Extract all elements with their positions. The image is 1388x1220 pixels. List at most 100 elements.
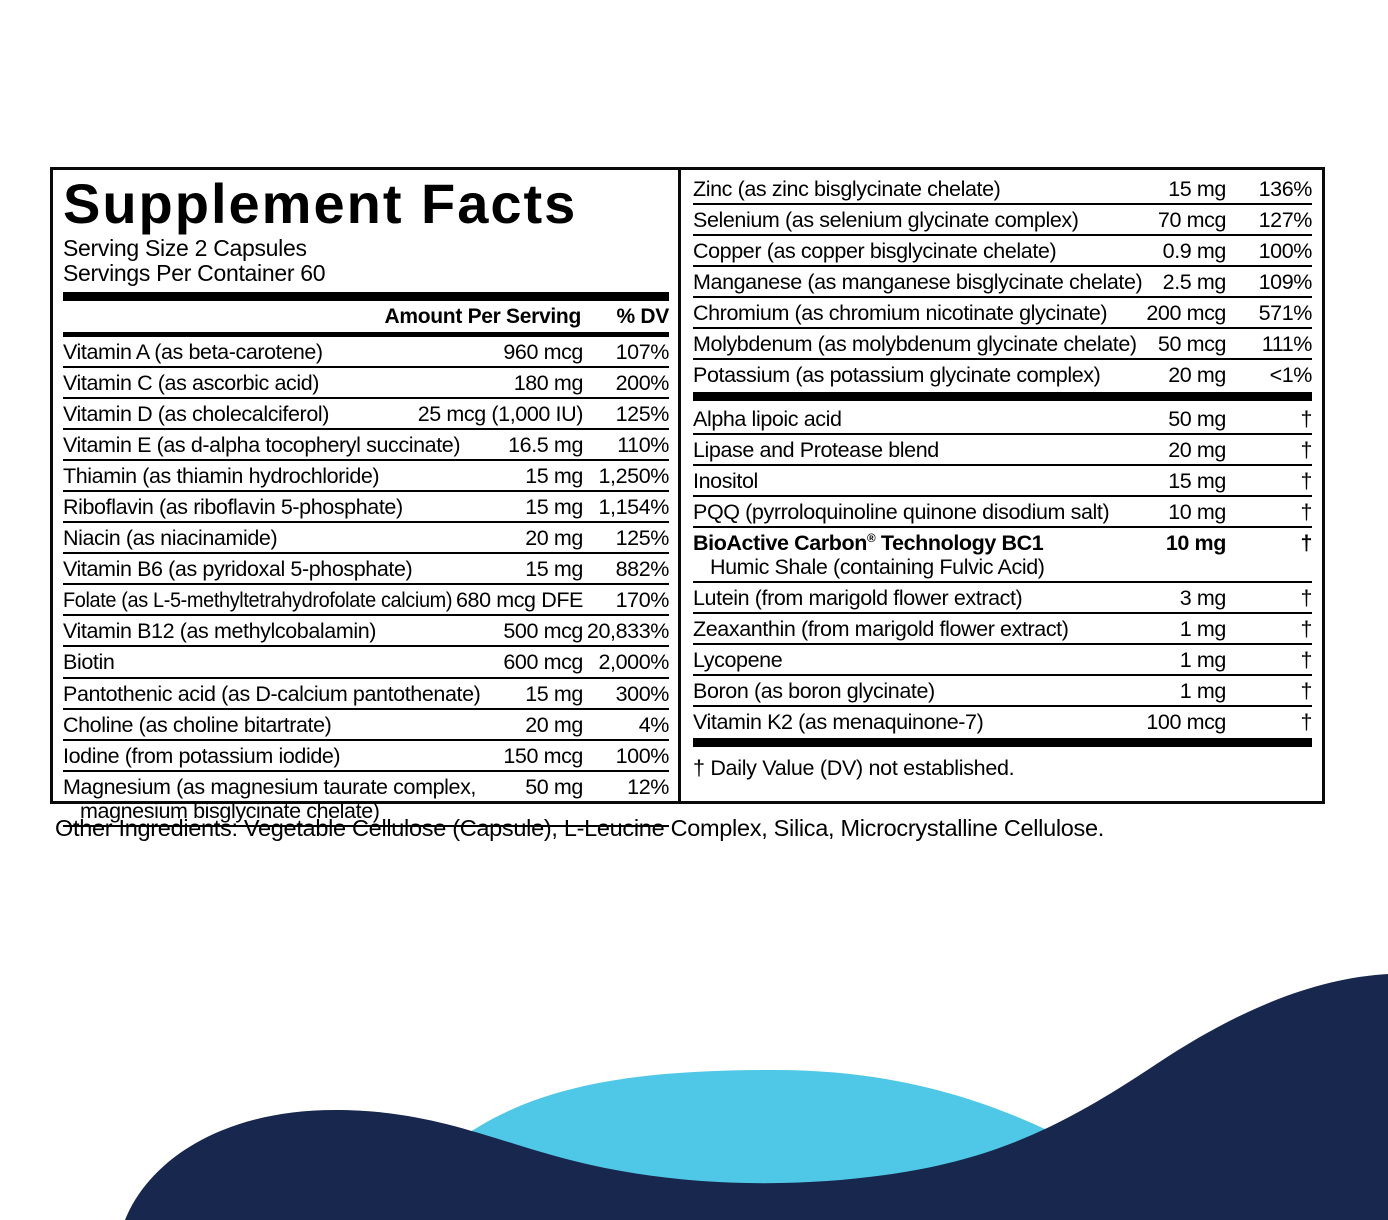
nutrient-name: Vitamin K2 (as menaquinone-7) (693, 710, 984, 735)
nutrient-dv: 4% (638, 712, 670, 737)
facts-column-right: Zinc (as zinc bisglycinate chelate) 15 mg… (681, 170, 1322, 801)
thick-divider (693, 391, 1312, 401)
nutrient-name: Riboflavin (as riboflavin 5-phosphate) (63, 495, 403, 520)
nutrient-amount: 1 mg (1179, 679, 1227, 704)
nutrient-amount: 10 mg (1168, 499, 1226, 524)
amount-column-header: Amount Per Serving (384, 304, 582, 328)
nutrient-name: Zinc (as zinc bisglycinate chelate) (693, 177, 1001, 201)
nutrient-name: PQQ (pyrroloquinoline quinone disodium s… (693, 499, 1110, 524)
nutrient-name-secondary: Humic Shale (containing Fulvic Acid) (710, 554, 1045, 579)
nutrient-dv: 20,833% (586, 619, 669, 644)
nutrient-dv: † (1300, 530, 1312, 555)
nutrient-name: Vitamin B6 (as pyridoxal 5-phosphate) (63, 557, 413, 582)
nutrient-amount: 20 mg (1168, 437, 1226, 462)
nutrient-name: Vitamin E (as d-alpha tocopheryl succina… (63, 432, 461, 457)
nutrient-name: Magnesium (as magnesium taurate complex,… (63, 775, 525, 823)
table-header-row: Amount Per Serving % DV (63, 301, 670, 332)
nutrient-dv: 200% (615, 370, 670, 395)
nutrient-dv: 12% (627, 774, 669, 799)
table-row: Niacin (as niacinamide) 20 mg 125% (63, 523, 669, 555)
nutrient-dv: † (1300, 648, 1312, 673)
nutrient-amount: 70 mcg (1157, 208, 1227, 233)
table-row: BioActive Carbon® Technology BC1 Humic Sh… (693, 528, 1312, 584)
nutrient-dv: † (1300, 710, 1312, 735)
nutrient-amount: 15 mg (1168, 177, 1226, 201)
nutrient-table-left: Vitamin A (as beta-carotene) 960 mcg 107% V… (63, 337, 669, 827)
nutrient-name: Copper (as copper bisglycinate chelate) (693, 239, 1057, 264)
nutrient-dv: 136% (1258, 177, 1313, 201)
nutrient-table-right: Zinc (as zinc bisglycinate chelate) 15 mg… (693, 174, 1312, 750)
nutrient-amount: 20 mg (1168, 363, 1226, 388)
nutrient-amount: 1 mg (1179, 648, 1227, 673)
nutrient-dv: 882% (615, 557, 670, 582)
nutrient-amount: 2.5 mg (1162, 270, 1227, 295)
nutrient-dv: 125% (615, 401, 670, 426)
nutrient-name: Manganese (as manganese bisglycinate che… (693, 270, 1143, 295)
table-row: Zeaxanthin (from marigold flower extract… (693, 614, 1312, 646)
nutrient-name: Zeaxanthin (from marigold flower extract… (693, 617, 1069, 642)
nutrient-dv: 110% (617, 432, 669, 457)
table-row: Riboflavin (as riboflavin 5-phosphate) 15… (63, 492, 669, 524)
nutrient-name: Choline (as choline bitartrate) (63, 712, 332, 737)
supplement-facts-panel: Supplement Facts Serving Size 2 Capsules… (50, 167, 1325, 827)
table-row: Molybdenum (as molybdenum glycinate chel… (693, 329, 1313, 361)
nutrient-dv: † (1300, 679, 1312, 704)
nutrient-name: Pantothenic acid (as D-calcium pantothen… (63, 681, 481, 706)
nutrient-dv: <1% (1269, 363, 1313, 388)
table-row: Vitamin D (as cholecalciferol) 25 mcg (1,… (63, 399, 669, 430)
nutrient-name: Lipase and Protease blend (693, 437, 939, 462)
panel-title: Supplement Facts (63, 172, 578, 235)
nutrient-name: Vitamin C (as ascorbic acid) (63, 370, 320, 395)
nutrient-name: Inositol (693, 468, 758, 493)
nutrient-name: Chromium (as chromium nicotinate glycina… (693, 301, 1108, 326)
nutrient-amount: 20 mg (525, 712, 583, 737)
nutrient-dv: 170% (615, 588, 670, 613)
table-row: Vitamin C (as ascorbic acid) 180 mg 200% (63, 368, 669, 399)
nutrient-name: Iodine (from potassium iodide) (63, 743, 341, 768)
table-row: Zinc (as zinc bisglycinate chelate) 15 mg… (693, 174, 1313, 206)
nutrient-name: Boron (as boron glycinate) (693, 679, 935, 704)
nutrient-amount: 960 mcg (503, 339, 583, 364)
nutrient-amount: 200 mcg (1146, 301, 1226, 326)
nutrient-amount: 15 mg (1168, 468, 1226, 493)
nutrient-name: Potassium (as potassium glycinate comple… (693, 363, 1101, 388)
nutrient-dv: 127% (1258, 208, 1313, 233)
nutrient-amount: 0.9 mg (1162, 239, 1227, 264)
facts-column-left: Supplement Facts Serving Size 2 Capsules… (53, 170, 681, 827)
nutrient-dv: † (1300, 586, 1312, 611)
nutrient-amount: 16.5 mg (508, 432, 583, 457)
nutrient-name: BioActive Carbon® Technology BC1 Humic Sh… (693, 531, 1166, 579)
thick-divider (63, 291, 669, 301)
nutrient-amount: 50 mg (1168, 406, 1226, 431)
wave-navy-shape (125, 974, 1388, 1220)
nutrient-dv: 111% (1261, 332, 1313, 357)
nutrient-name: Molybdenum (as molybdenum glycinate chel… (693, 332, 1137, 357)
nutrient-amount: 50 mcg (1157, 332, 1227, 357)
nutrient-dv: 571% (1258, 301, 1313, 326)
table-row: Magnesium (as magnesium taurate complex,… (63, 772, 669, 827)
nutrient-dv: 109% (1258, 270, 1313, 295)
servings-per-container: Servings Per Container 60 (63, 259, 326, 286)
nutrient-amount: 180 mg (513, 370, 584, 395)
nutrient-dv: 2,000% (598, 650, 669, 675)
serving-size: Serving Size 2 Capsules (63, 235, 307, 261)
dv-column-header: % DV (616, 304, 670, 328)
nutrient-amount: 15 mg (525, 557, 583, 582)
table-row: Inositol 15 mg † (693, 466, 1312, 497)
table-row: Alpha lipoic acid 50 mg † (693, 404, 1312, 435)
nutrient-amount: 15 mg (525, 463, 583, 488)
table-row: Choline (as choline bitartrate) 20 mg 4% (63, 710, 669, 741)
thick-divider (693, 738, 1312, 748)
nutrient-amount: 15 mg (525, 681, 583, 706)
nutrient-dv: 1,250% (598, 463, 669, 488)
table-row: Chromium (as chromium nicotinate glycina… (693, 298, 1313, 330)
nutrient-name: Niacin (as niacinamide) (63, 526, 278, 551)
wave-decoration (125, 974, 1388, 1220)
table-row: Vitamin A (as beta-carotene) 960 mcg 107% (63, 337, 669, 368)
table-row: Lipase and Protease blend 20 mg † (693, 435, 1312, 466)
nutrient-amount: 3 mg (1179, 586, 1227, 611)
other-ingredients: Other Ingredients: Vegetable Cellulose (… (55, 815, 1105, 841)
nutrient-name: Lutein (from marigold flower extract) (693, 586, 1023, 611)
table-row: PQQ (pyrroloquinoline quinone disodium s… (693, 497, 1312, 528)
